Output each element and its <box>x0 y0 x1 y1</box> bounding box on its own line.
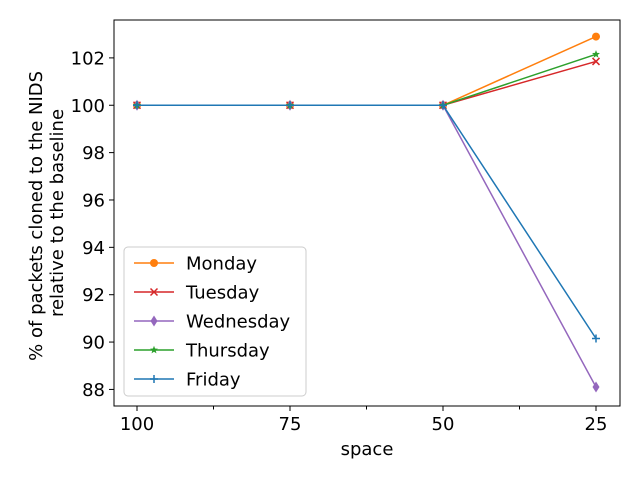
y-axis: 88 90 92 94 96 98 100 102 <box>71 48 114 401</box>
data-point <box>286 101 294 110</box>
series-monday <box>133 32 600 110</box>
y-tick-label: 94 <box>82 238 105 259</box>
y-tick-label: 88 <box>82 380 105 401</box>
data-point <box>133 101 141 110</box>
legend-label: Tuesday <box>185 283 260 304</box>
series-line <box>137 35 597 106</box>
x-axis: 100 75 50 25 <box>120 406 608 435</box>
y-axis-label-line-1: % of packets cloned to the NIDS <box>26 71 47 361</box>
legend: Monday Tuesday Wednesday Thursday Friday <box>123 246 307 397</box>
y-tick-label: 96 <box>82 190 105 211</box>
x-tick-label: 25 <box>585 414 608 435</box>
legend-label: Monday <box>186 254 257 275</box>
series-friday <box>133 101 600 343</box>
data-point <box>592 32 600 41</box>
x-tick-label: 50 <box>432 414 455 435</box>
legend-item-friday: Friday <box>134 370 241 391</box>
legend-item-wednesday: Wednesday <box>134 312 291 333</box>
legend-label: Thursday <box>185 341 270 362</box>
data-point <box>149 287 159 297</box>
x-tick-label: 75 <box>279 414 302 435</box>
data-point <box>592 50 600 58</box>
legend-label: Friday <box>186 370 241 391</box>
legend-item-thursday: Thursday <box>134 341 270 362</box>
y-tick-label: 100 <box>71 96 105 117</box>
y-tick-label: 90 <box>82 333 105 354</box>
y-tick-label: 92 <box>82 285 105 306</box>
y-axis-label-line-2: relative to the baseline <box>47 109 68 317</box>
legend-box <box>123 246 307 397</box>
series-line <box>137 53 597 106</box>
series-line <box>137 104 597 339</box>
data-point <box>150 345 158 354</box>
y-tick-label: 98 <box>82 143 105 164</box>
data-point <box>150 259 158 267</box>
y-axis-label: % of packets cloned to the NIDS relative… <box>26 65 68 361</box>
y-tick-label: 102 <box>71 48 105 69</box>
series-thursday <box>133 50 600 109</box>
data-point <box>592 334 600 343</box>
data-point <box>439 101 447 110</box>
data-point <box>591 57 601 66</box>
data-point <box>150 375 158 383</box>
data-point <box>150 315 158 327</box>
x-axis-label: space <box>341 439 394 460</box>
data-point <box>592 381 600 393</box>
legend-label: Wednesday <box>186 312 291 333</box>
legend-item-monday: Monday <box>134 254 257 275</box>
series-layer <box>132 32 601 393</box>
legend-item-tuesday: Tuesday <box>134 283 260 304</box>
x-tick-label: 100 <box>120 414 154 435</box>
